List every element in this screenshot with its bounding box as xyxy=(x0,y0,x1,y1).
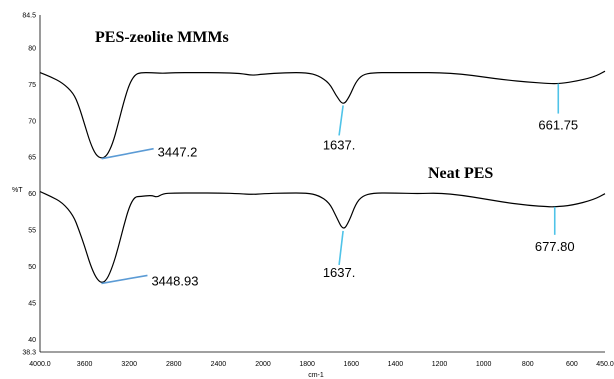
y-tick-label: 55 xyxy=(28,228,36,235)
x-tick-label: 1800 xyxy=(299,361,315,368)
annotation-label: 1637. xyxy=(323,137,356,152)
y-tick-label: 84.5 xyxy=(22,13,36,20)
annotation-label: 3448.93 xyxy=(151,273,198,288)
pes-zeolite-label: PES-zeolite MMMs xyxy=(95,29,229,46)
annotation-leader-line xyxy=(101,274,148,285)
annotation-leader-line xyxy=(338,230,344,266)
x-tick-label: 1600 xyxy=(343,361,359,368)
annotation-label: 1637. xyxy=(323,265,356,280)
annotation-leader-line xyxy=(101,147,154,160)
y-axis-label: %T xyxy=(12,187,23,194)
x-tick-label: 1200 xyxy=(432,361,448,368)
y-tick-labels: 84.5 80 75 70 65 60 55 50 45 40 38.3 xyxy=(22,13,36,357)
axes xyxy=(39,15,605,353)
y-tick-label: 65 xyxy=(28,155,36,162)
y-tick-label: 70 xyxy=(28,118,36,125)
x-tick-label: 1000 xyxy=(476,361,492,368)
y-tick-label: 50 xyxy=(28,264,36,271)
x-tick-label: 600 xyxy=(566,361,578,368)
x-tick-label: 1400 xyxy=(388,361,404,368)
annotation-label: 677.80 xyxy=(535,239,575,254)
neat-pes-label: Neat PES xyxy=(428,165,493,182)
series-line-neat-pes xyxy=(39,190,606,283)
x-tick-label: 3200 xyxy=(121,361,137,368)
y-tick-label: 60 xyxy=(28,191,36,198)
x-tick-labels: 4000.0 3600 3200 2800 2400 2000 1800 1600 1400 12… xyxy=(29,361,614,368)
x-axis-label: cm-1 xyxy=(308,372,324,379)
x-tick-label: 2800 xyxy=(166,361,182,368)
x-tick-label: 800 xyxy=(522,361,534,368)
y-tick-label: 38.3 xyxy=(22,350,36,357)
spectrum-series xyxy=(39,70,606,283)
y-tick-label: 40 xyxy=(28,337,36,344)
peak-annotations: 3447.2 1637. 661.75 3448.93 1637. 677.80 xyxy=(101,83,578,288)
annotation-leader-line xyxy=(338,105,344,136)
x-tick-label: 450.0 xyxy=(596,361,614,368)
annotation-label: 661.75 xyxy=(538,118,578,133)
x-tick-label: 4000.0 xyxy=(29,361,51,368)
annotation-label: 3447.2 xyxy=(158,145,198,160)
y-tick-label: 80 xyxy=(28,45,36,52)
x-tick-label: 3600 xyxy=(77,361,93,368)
y-tick-label: 45 xyxy=(28,301,36,308)
x-tick-label: 2000 xyxy=(255,361,271,368)
x-tick-label: 2400 xyxy=(211,361,227,368)
series-line-pes-zeolite xyxy=(39,70,606,159)
y-tick-label: 75 xyxy=(28,82,36,89)
